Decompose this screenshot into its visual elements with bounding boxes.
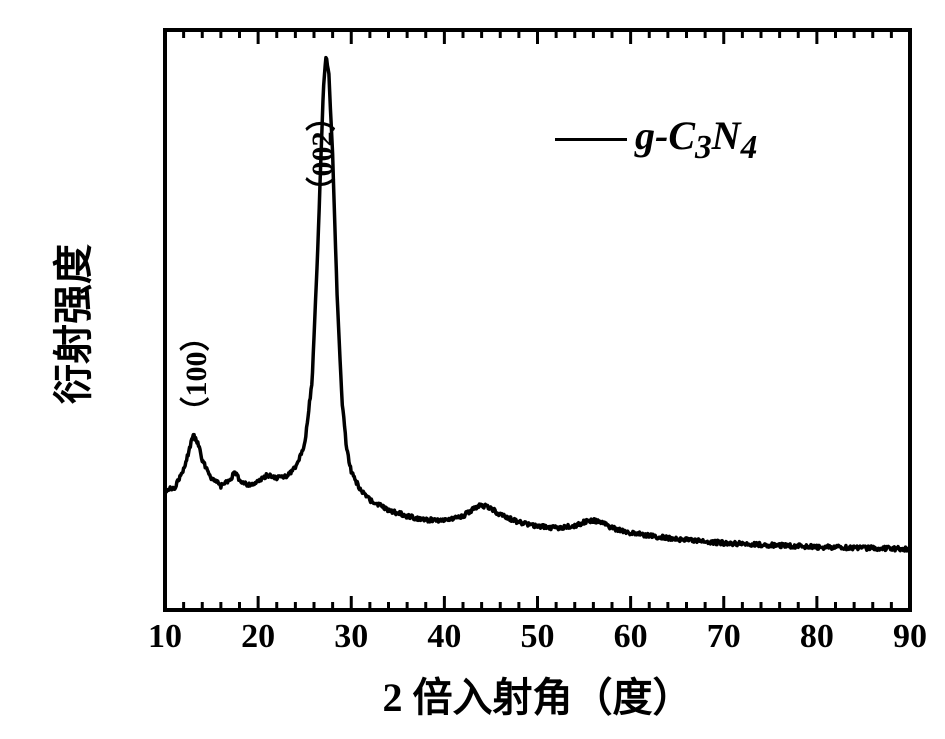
- x-tick-label: 70: [694, 618, 754, 656]
- x-tick-label: 90: [880, 618, 940, 656]
- x-axis-label: 2 倍入射角（度）: [165, 665, 910, 723]
- x-tick-label: 10: [135, 618, 195, 656]
- x-tick-label: 20: [228, 618, 288, 656]
- peak-label: （002）: [297, 84, 341, 224]
- x-tick-label: 80: [787, 618, 847, 656]
- xrd-chart: 衍射强度 2 倍入射角（度） 10 20 30 40 50 60 70 80 90 （100） （…: [0, 0, 945, 739]
- x-tick-label: 30: [321, 618, 381, 656]
- legend-line-sample: [555, 138, 627, 141]
- x-tick-label: 60: [601, 618, 661, 656]
- x-tick-label: 40: [414, 618, 474, 656]
- legend-text: g-C3N4: [635, 112, 757, 167]
- y-axis-label: 衍射强度: [41, 224, 99, 424]
- peak-label: （100）: [171, 304, 215, 444]
- legend-series-name: g-C3N4: [635, 113, 757, 158]
- x-tick-label: 50: [508, 618, 568, 656]
